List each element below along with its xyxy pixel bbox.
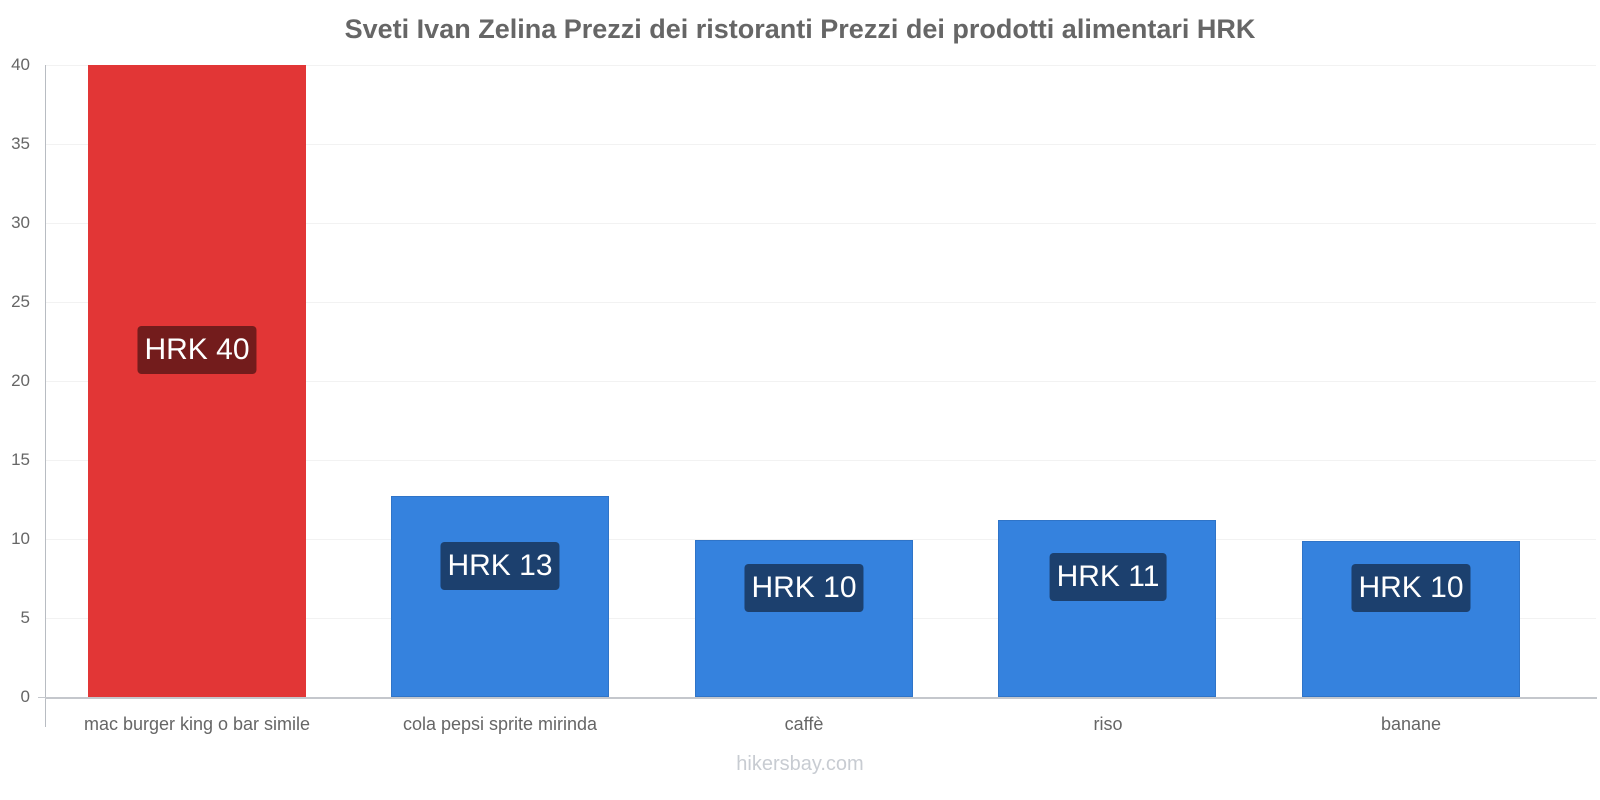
y-tick-label: 20 xyxy=(11,371,30,390)
y-tick-label: 40 xyxy=(11,55,30,74)
gridline xyxy=(46,223,1596,224)
bar-cola xyxy=(391,496,609,697)
x-tick-label: mac burger king o bar simile xyxy=(83,714,311,734)
watermark: hikersbay.com xyxy=(736,753,864,775)
x-tick-label: caffè xyxy=(784,714,824,734)
y-tick-label: 5 xyxy=(20,608,30,627)
gridline xyxy=(46,144,1596,145)
data-label: HRK 10 xyxy=(1351,564,1471,612)
y-tick-label: 35 xyxy=(11,134,30,153)
gridline xyxy=(46,65,1596,66)
y-tick-label: 10 xyxy=(11,529,30,548)
x-axis xyxy=(45,697,1597,699)
y-axis xyxy=(45,65,46,727)
chart-title: Sveti Ivan Zelina Prezzi dei ristoranti … xyxy=(344,14,1256,44)
y-tick-label: 30 xyxy=(11,213,30,232)
x-tick-label: cola pepsi sprite mirinda xyxy=(402,714,598,734)
data-label: HRK 13 xyxy=(440,542,560,590)
gridline xyxy=(46,302,1596,303)
y-tick-label: 25 xyxy=(11,292,30,311)
data-label: HRK 40 xyxy=(137,326,257,374)
y-tick-label: 15 xyxy=(11,450,30,469)
x-tick-label: banane xyxy=(1380,714,1442,734)
y-tick-label: 0 xyxy=(20,687,30,706)
gridline xyxy=(46,539,1596,540)
gridline xyxy=(46,460,1596,461)
gridline xyxy=(46,381,1596,382)
data-label: HRK 10 xyxy=(744,564,864,612)
y-tick-mark xyxy=(38,697,46,698)
data-label: HRK 11 xyxy=(1049,553,1167,601)
bar-mac-burger xyxy=(88,65,306,697)
bar-riso xyxy=(998,520,1216,697)
x-tick-label: riso xyxy=(1093,714,1123,734)
